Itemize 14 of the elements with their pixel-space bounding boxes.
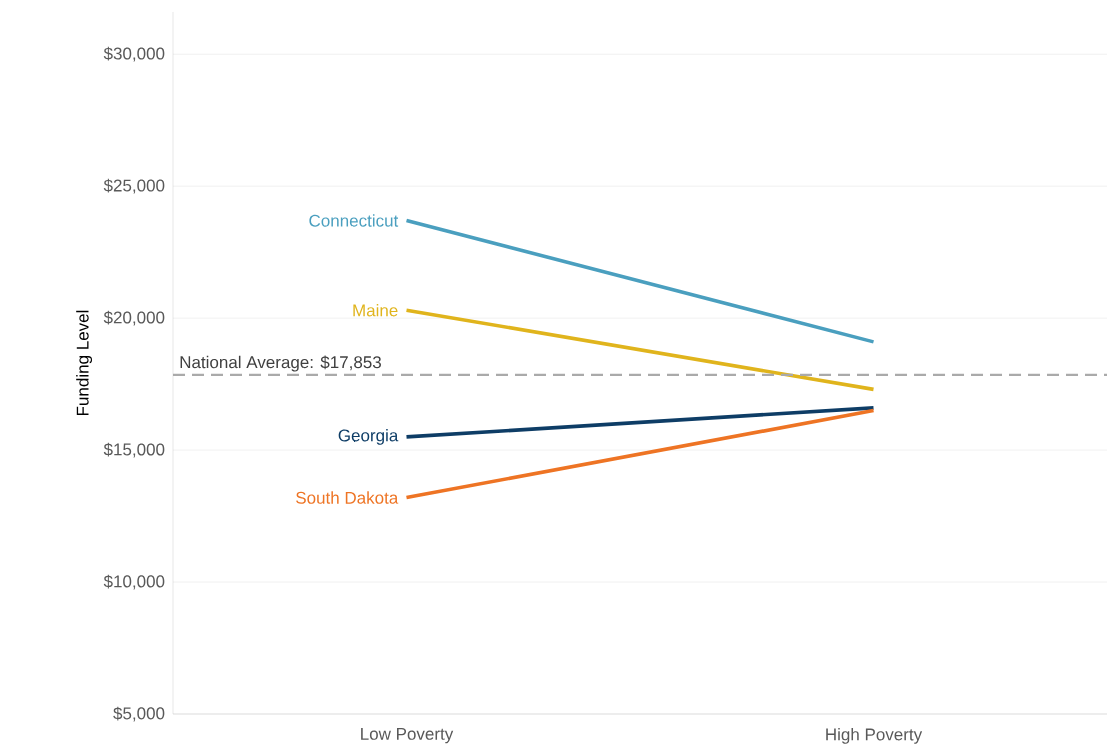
y-tick-label: $5,000	[113, 706, 165, 722]
series-label: Maine	[353, 303, 398, 317]
x-tick-label: Low Poverty	[361, 727, 454, 744]
series-label: South Dakota	[296, 491, 399, 504]
y-tick-label: $30,000	[103, 46, 165, 62]
y-tick-label: $10,000	[103, 574, 165, 590]
y-tick-label: $15,000	[103, 442, 165, 458]
series-label: Georgia	[338, 428, 399, 445]
y-tick-label: $25,000	[103, 178, 165, 194]
series-label: Connecticut	[309, 214, 399, 227]
y-axis-title: Funding Level	[76, 310, 93, 415]
y-tick-label: $20,000	[103, 310, 165, 326]
ref-line-label: National Average: $17,853	[180, 355, 381, 372]
x-tick-label: High Poverty	[826, 728, 923, 744]
